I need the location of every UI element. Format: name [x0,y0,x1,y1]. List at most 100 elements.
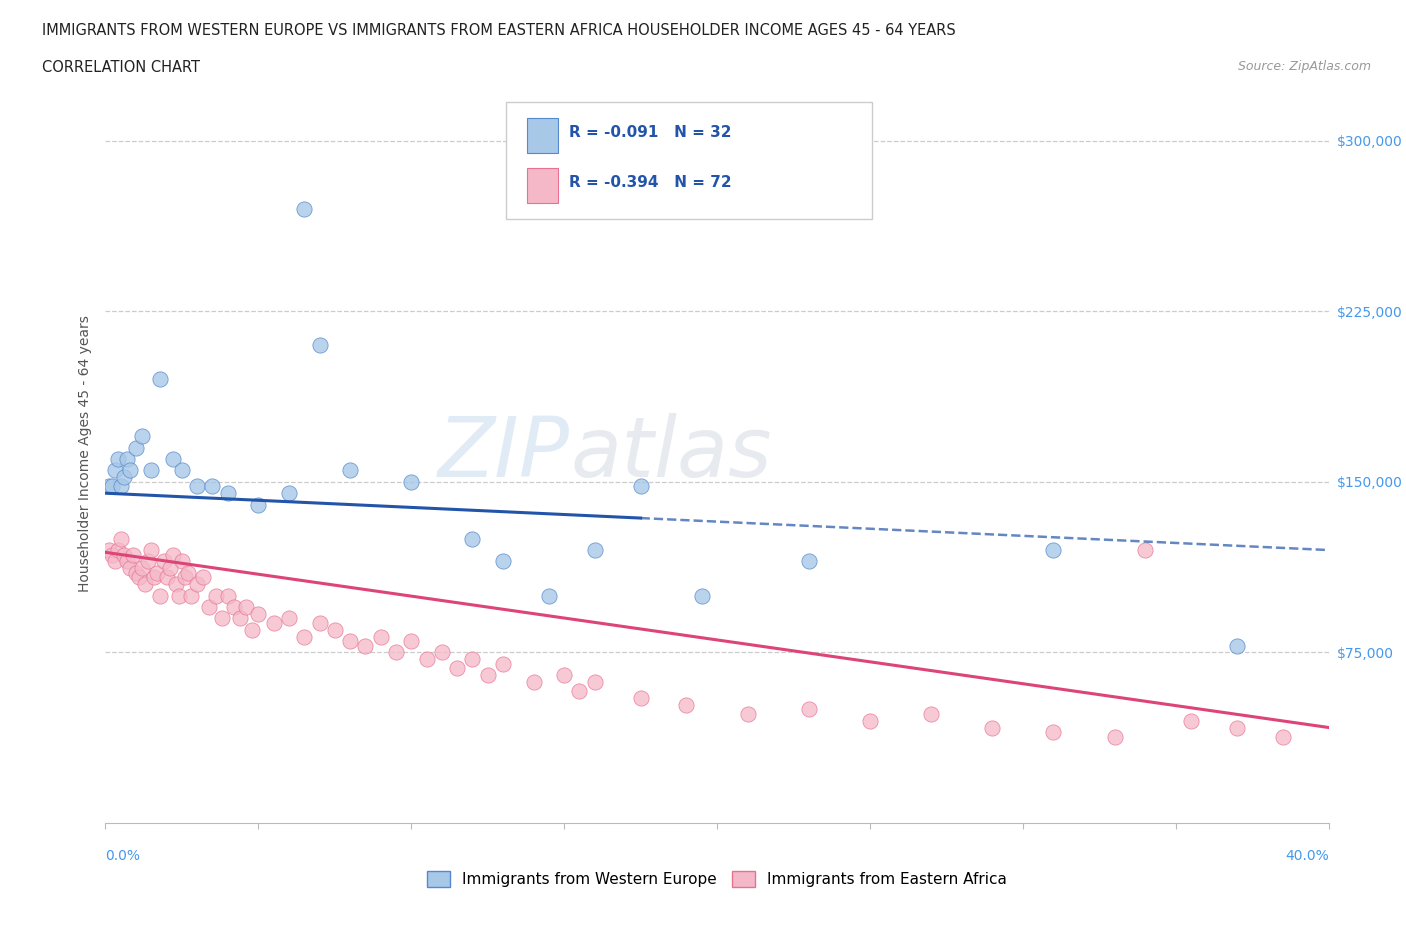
Point [1226,720,1249,735]
Y-axis label: Householder Income Ages 45 - 64 years: Householder Income Ages 45 - 64 years [77,315,91,591]
Point [217,588,239,603]
Point [461,531,484,546]
Point [100,547,122,562]
Point [174,570,197,585]
Point [690,588,713,603]
Point [165,577,187,591]
Point [118,561,141,576]
Point [131,429,153,444]
Text: atlas: atlas [571,413,772,494]
Text: ZIP: ZIP [439,413,571,494]
Point [492,554,515,569]
Point [167,588,190,603]
Point [1104,729,1126,744]
Point [675,698,697,712]
Point [415,652,437,667]
Point [492,657,515,671]
Point [235,600,257,615]
Point [859,713,882,728]
Point [1042,724,1064,739]
Point [477,668,499,683]
Point [125,565,148,580]
Point [110,479,132,494]
Text: 40.0%: 40.0% [1285,849,1329,863]
Point [112,547,135,562]
Point [131,561,153,576]
Point [553,668,575,683]
Point [537,588,560,603]
Point [198,600,221,615]
Point [797,702,820,717]
Point [115,452,138,467]
Point [247,498,270,512]
Point [100,479,122,494]
Legend: Immigrants from Western Europe, Immigrants from Eastern Africa: Immigrants from Western Europe, Immigran… [420,865,1014,893]
Point [399,474,422,489]
Point [125,440,148,455]
Point [1226,638,1249,653]
Point [308,338,330,352]
Point [523,674,546,689]
Point [1180,713,1202,728]
Point [370,629,392,644]
Point [204,588,226,603]
Point [354,638,377,653]
Point [583,542,606,557]
Point [162,547,184,562]
Point [162,452,184,467]
Point [277,485,299,500]
Point [104,554,127,569]
Point [446,661,468,676]
Point [128,570,150,585]
Point [630,479,652,494]
Point [308,616,330,631]
Point [143,570,166,585]
Point [177,565,200,580]
Text: IMMIGRANTS FROM WESTERN EUROPE VS IMMIGRANTS FROM EASTERN AFRICA HOUSEHOLDER INC: IMMIGRANTS FROM WESTERN EUROPE VS IMMIGR… [42,23,956,38]
Point [247,606,270,621]
Point [583,674,606,689]
Point [186,479,208,494]
Point [430,645,453,660]
Text: 0.0%: 0.0% [105,849,141,863]
Point [104,463,127,478]
Text: Source: ZipAtlas.com: Source: ZipAtlas.com [1237,60,1371,73]
Point [277,611,299,626]
Point [107,452,129,467]
Point [107,542,129,557]
Point [920,707,942,722]
Text: CORRELATION CHART: CORRELATION CHART [42,60,200,75]
Point [630,690,652,705]
Point [97,542,120,557]
Point [141,463,163,478]
Point [399,633,422,648]
Point [737,707,759,722]
Text: R = -0.394   N = 72: R = -0.394 N = 72 [569,176,733,191]
Point [146,565,169,580]
Point [193,570,215,585]
Point [118,463,141,478]
Point [149,588,172,603]
Point [222,600,245,615]
Point [263,616,285,631]
Point [180,588,202,603]
Point [797,554,820,569]
Point [152,554,174,569]
Point [292,202,315,217]
Point [170,554,193,569]
Point [112,470,135,485]
Point [385,645,408,660]
Point [568,684,591,698]
Point [115,554,138,569]
Point [141,542,163,557]
Point [97,479,120,494]
Point [1271,729,1294,744]
Point [1133,542,1156,557]
Point [201,479,224,494]
Point [159,561,181,576]
Point [186,577,208,591]
Point [170,463,193,478]
Point [149,372,172,387]
Point [134,577,156,591]
Point [461,652,484,667]
